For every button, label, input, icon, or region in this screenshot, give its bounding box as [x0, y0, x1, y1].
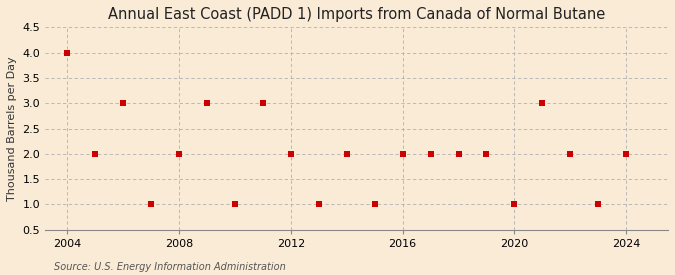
Point	[398, 152, 408, 156]
Y-axis label: Thousand Barrels per Day: Thousand Barrels per Day	[7, 56, 17, 201]
Point	[230, 202, 240, 207]
Point	[146, 202, 157, 207]
Point	[481, 152, 492, 156]
Point	[369, 202, 380, 207]
Point	[342, 152, 352, 156]
Point	[565, 152, 576, 156]
Point	[202, 101, 213, 105]
Point	[258, 101, 269, 105]
Point	[593, 202, 603, 207]
Point	[173, 152, 184, 156]
Text: Source: U.S. Energy Information Administration: Source: U.S. Energy Information Administ…	[54, 262, 286, 272]
Title: Annual East Coast (PADD 1) Imports from Canada of Normal Butane: Annual East Coast (PADD 1) Imports from …	[108, 7, 605, 22]
Point	[118, 101, 129, 105]
Point	[621, 152, 632, 156]
Point	[90, 152, 101, 156]
Point	[537, 101, 547, 105]
Point	[313, 202, 324, 207]
Point	[62, 50, 73, 55]
Point	[453, 152, 464, 156]
Point	[509, 202, 520, 207]
Point	[286, 152, 296, 156]
Point	[425, 152, 436, 156]
